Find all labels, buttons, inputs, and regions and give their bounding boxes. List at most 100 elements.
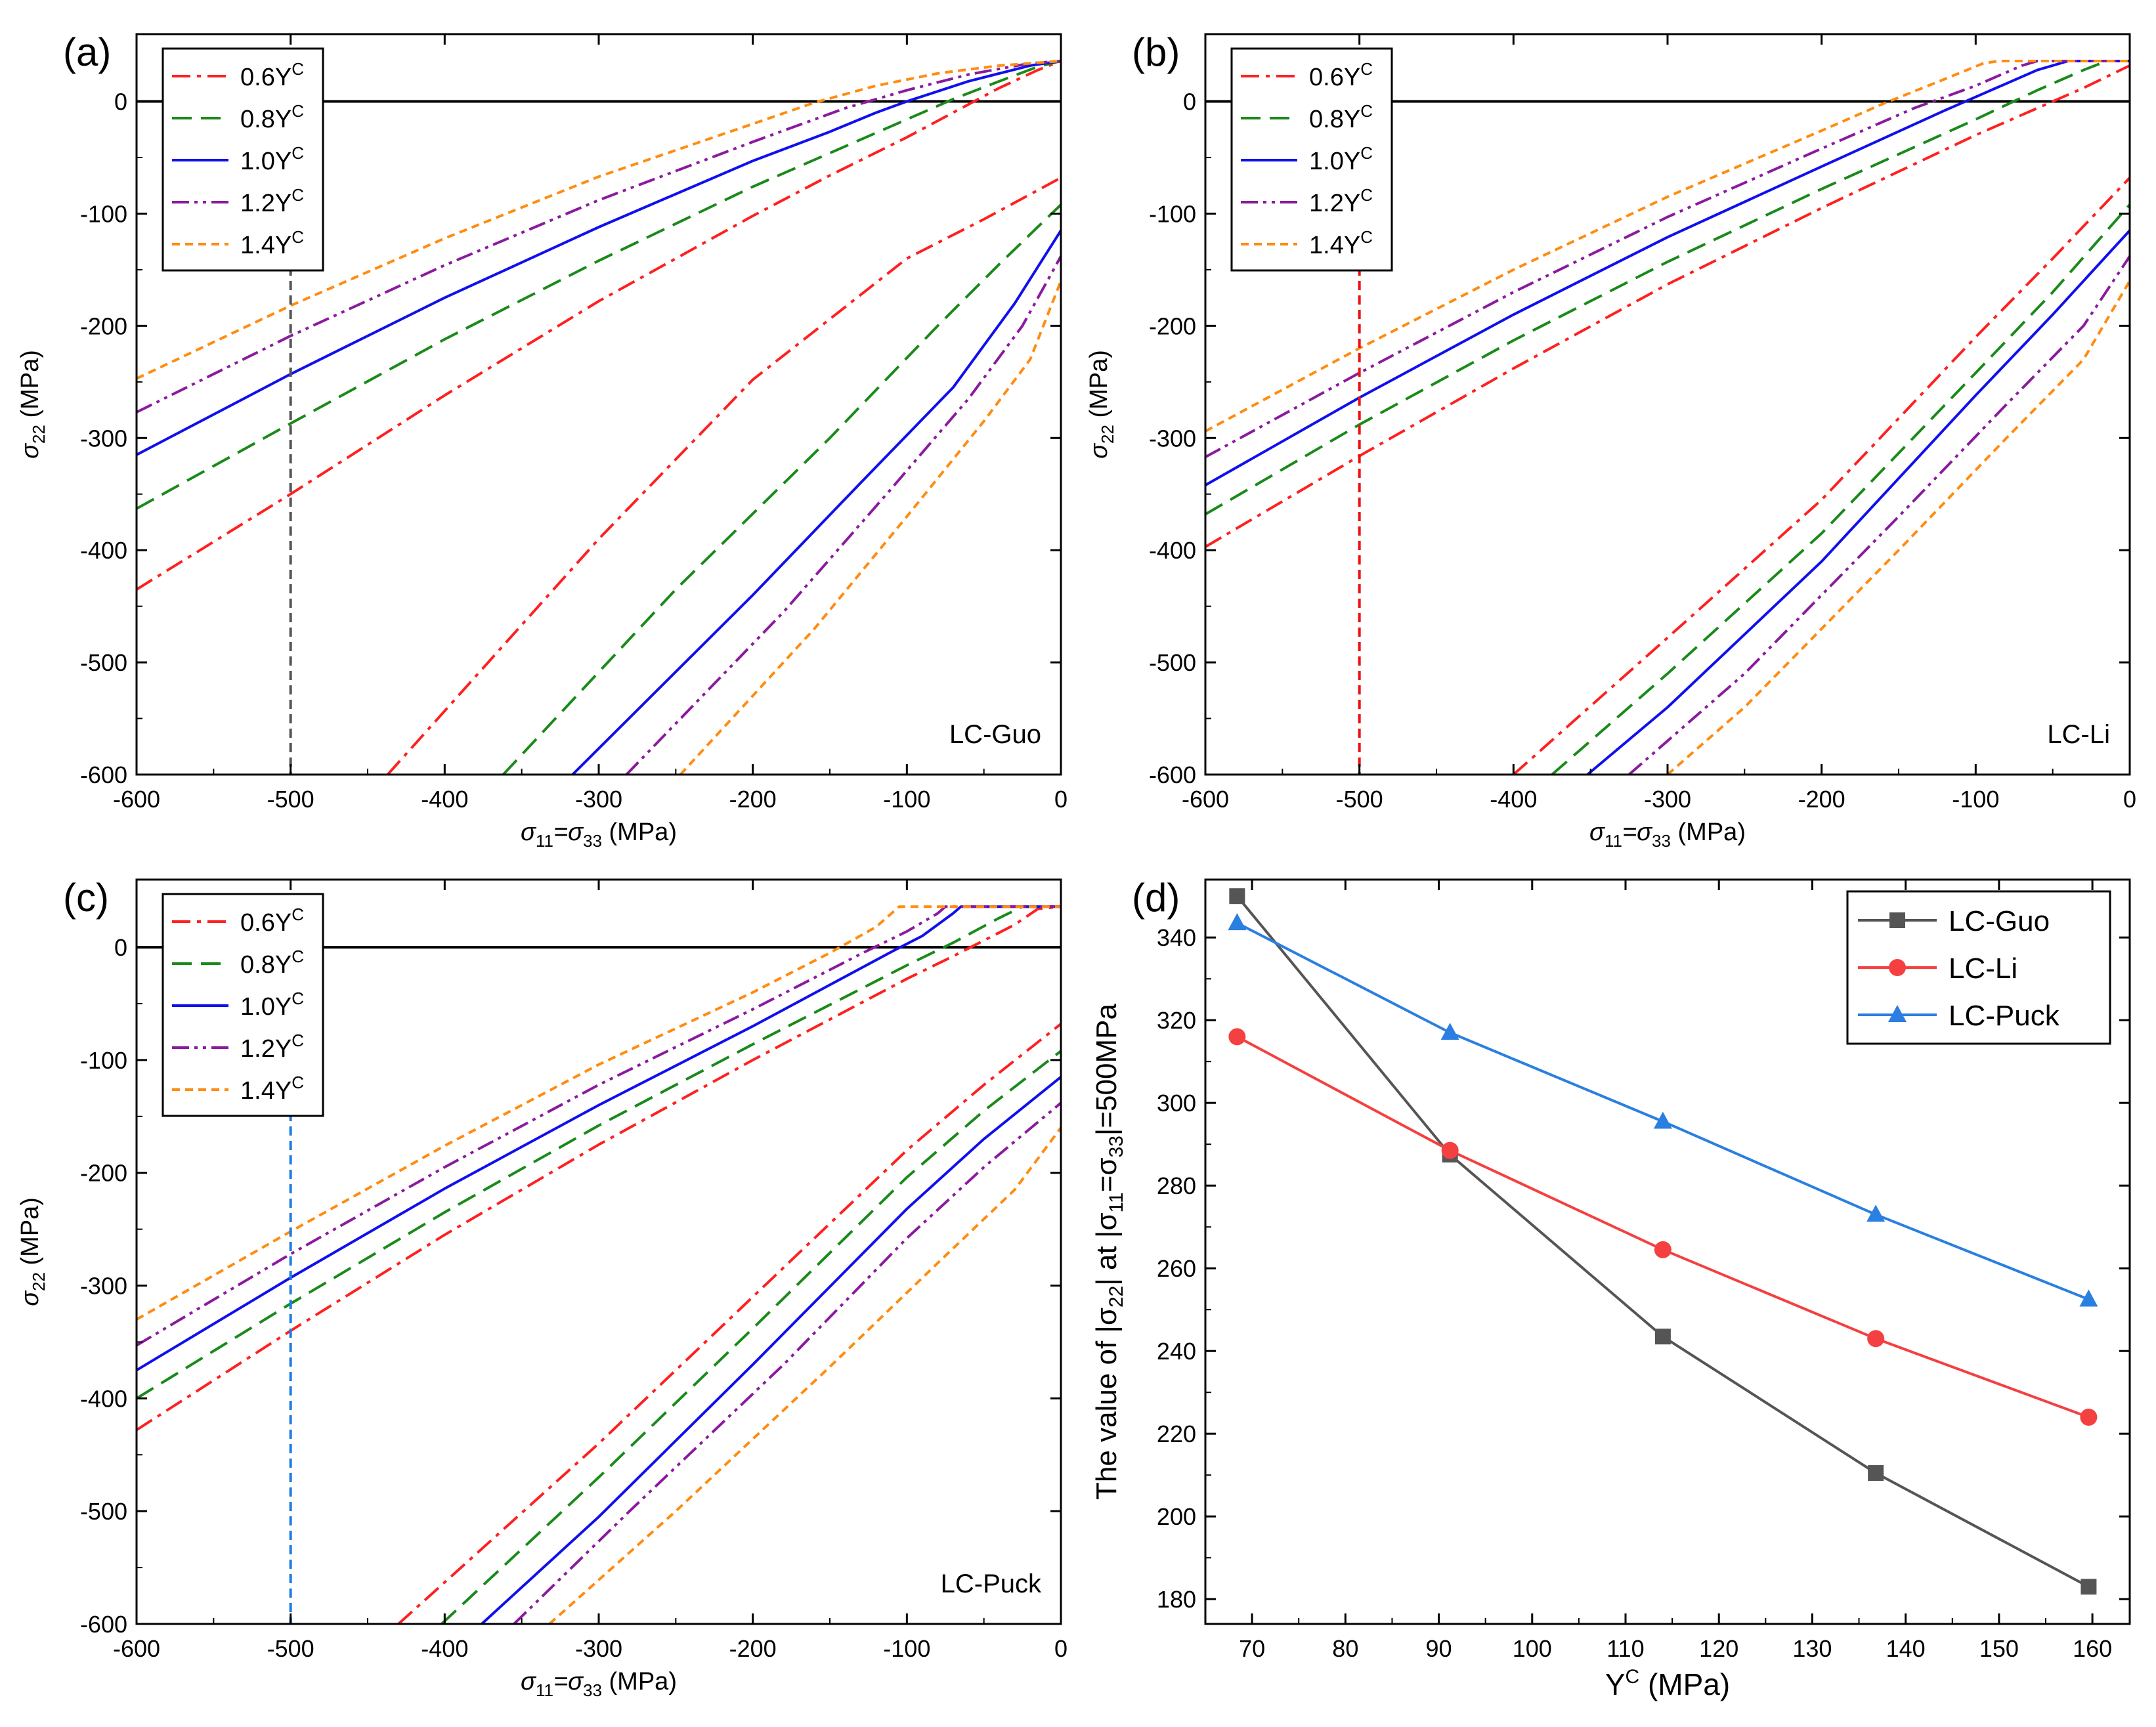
x-tick-label: -100	[883, 786, 930, 813]
legend-label-LC-Li: LC-Li	[1949, 952, 2017, 985]
series-0.8Yc-upper-line	[137, 60, 1061, 510]
x-tick-label: 0	[1054, 786, 1067, 813]
y-tick-label: 280	[1157, 1172, 1196, 1199]
series-0.8Yc-lower-line	[502, 203, 1061, 775]
x-axis-label: YC (MPa)	[1605, 1666, 1730, 1701]
series-LC-Li-point	[1867, 1330, 1885, 1348]
x-tick-label: 120	[1699, 1635, 1738, 1662]
panel-label: (b)	[1132, 30, 1180, 74]
x-axis-label: σ11=σ33 (MPa)	[521, 1668, 677, 1700]
x-axis-label: σ11=σ33 (MPa)	[1589, 819, 1746, 851]
series-LC-Puck-point	[1653, 1111, 1672, 1129]
y-tick-label: 320	[1157, 1007, 1196, 1034]
y-tick-label: -200	[1149, 312, 1196, 339]
series-0.6Yc-lower-line	[397, 1023, 1061, 1624]
y-tick-label: 0	[1183, 89, 1196, 116]
legend: 0.6YC 0.8YC 1.0YC 1.2YC 1.4YC	[162, 47, 324, 272]
x-tick-label: 80	[1332, 1635, 1358, 1662]
y-tick-label: -500	[1149, 649, 1196, 676]
series-0.6Yc-upper-line	[137, 905, 1061, 1432]
legend-marker-LC-Li	[1889, 959, 1906, 976]
series-1.0Yc-lower-line	[1586, 229, 2130, 775]
x-tick-label: -600	[113, 1635, 160, 1662]
legend-marker-LC-Puck	[1888, 1005, 1907, 1022]
x-tick-label: -400	[421, 786, 468, 813]
legend-label-LC-Guo: LC-Guo	[1949, 905, 2050, 937]
series-0.6Yc-upper-line	[137, 60, 1061, 591]
x-tick-label: 150	[1979, 1635, 2019, 1662]
legend-label-1.2Yc: 1.2YC	[240, 1031, 304, 1063]
x-tick-label: -500	[1336, 786, 1383, 813]
plot-area	[137, 60, 1061, 775]
x-tick-label: 110	[1606, 1635, 1644, 1662]
y-tick-label: -500	[80, 649, 127, 676]
y-tick-label: -600	[1149, 761, 1196, 788]
y-tick-label: 240	[1157, 1338, 1196, 1365]
y-tick-label: 300	[1157, 1090, 1196, 1117]
legend-label-1.0Yc: 1.0YC	[1309, 143, 1373, 175]
panel-label: (d)	[1132, 876, 1180, 920]
x-tick-label: -200	[729, 786, 777, 813]
y-tick-label: -300	[80, 1273, 127, 1300]
legend-label-LC-Puck: LC-Puck	[1949, 1000, 2060, 1032]
x-tick-label: -200	[729, 1635, 777, 1662]
y-tick-label: -100	[1149, 200, 1196, 227]
y-tick-label: -500	[80, 1498, 127, 1525]
x-tick-label: 130	[1792, 1635, 1832, 1662]
series-LC-Li-point	[2080, 1409, 2098, 1426]
series-LC-Puck-point	[1866, 1205, 1886, 1222]
y-tick-label: 0	[114, 934, 127, 961]
series-1.2Yc-lower-line	[513, 1101, 1061, 1624]
x-axis-label: σ11=σ33 (MPa)	[521, 819, 677, 851]
y-tick-label: -300	[1149, 425, 1196, 452]
series-0.8Yc-lower-line	[441, 1050, 1061, 1624]
plot-frame	[1204, 878, 2131, 1625]
series-LC-Li-point	[1441, 1141, 1459, 1159]
y-tick-label: -600	[80, 761, 127, 788]
legend-label-1.4Yc: 1.4YC	[240, 1073, 304, 1105]
legend: LC-Guo LC-Li LC-Puck	[1846, 890, 2111, 1045]
legend-label-1.0Yc: 1.0YC	[240, 989, 304, 1021]
y-tick-label: 260	[1157, 1255, 1196, 1282]
legend-label-1.2Yc: 1.2YC	[1309, 185, 1373, 217]
y-tick-label: 340	[1157, 924, 1196, 951]
plot-area	[137, 905, 1061, 1624]
legend-label-0.6Yc: 0.6YC	[240, 905, 304, 937]
legend-label-0.6Yc: 0.6YC	[240, 59, 304, 91]
legend-label-1.4Yc: 1.4YC	[240, 227, 304, 259]
y-tick-label: -400	[80, 1385, 127, 1412]
panel-annotation: LC-Guo	[949, 720, 1041, 749]
series-LC-Guo-point	[1868, 1465, 1884, 1482]
x-tick-label: -600	[1182, 786, 1229, 813]
series-1.4Yc-lower-line	[1666, 280, 2130, 775]
y-tick-label: 180	[1157, 1586, 1196, 1613]
series-1.4Yc-lower-line	[548, 1126, 1061, 1624]
legend-label-0.6Yc: 0.6YC	[1309, 59, 1373, 91]
legend-label-0.8Yc: 0.8YC	[240, 947, 304, 979]
plot-area	[1205, 60, 2130, 775]
x-tick-label: -500	[267, 786, 314, 813]
legend: 0.6YC 0.8YC 1.0YC 1.2YC 1.4YC	[162, 893, 324, 1117]
x-tick-label: -500	[267, 1635, 314, 1662]
legend-label-0.8Yc: 0.8YC	[240, 101, 304, 133]
y-tick-label: 200	[1157, 1503, 1196, 1530]
y-tick-label: -100	[80, 1047, 127, 1074]
x-tick-label: 70	[1239, 1635, 1265, 1662]
x-tick-label: -400	[1490, 786, 1537, 813]
legend-label-0.8Yc: 0.8YC	[1309, 101, 1373, 133]
legend-marker-LC-Guo	[1889, 912, 1905, 928]
series-0.6Yc-lower-line	[1512, 177, 2130, 775]
y-tick-label: -200	[80, 312, 127, 339]
series-1.2Yc-lower-line	[1628, 255, 2130, 775]
series-LC-Li-line	[1236, 1035, 2090, 1418]
y-axis-label: σ22 (MPa)	[1085, 350, 1117, 459]
y-tick-label: 0	[114, 89, 127, 116]
series-1.4Yc-lower-line	[679, 280, 1061, 775]
series-1.2Yc-upper-line	[137, 905, 1061, 1347]
series-0.8Yc-lower-line	[1551, 203, 2130, 775]
x-tick-label: -300	[1644, 786, 1691, 813]
x-tick-label: -400	[421, 1635, 468, 1662]
panel-annotation: LC-Li	[2047, 720, 2110, 749]
x-tick-label: -300	[575, 786, 622, 813]
y-tick-label: 220	[1157, 1420, 1196, 1447]
